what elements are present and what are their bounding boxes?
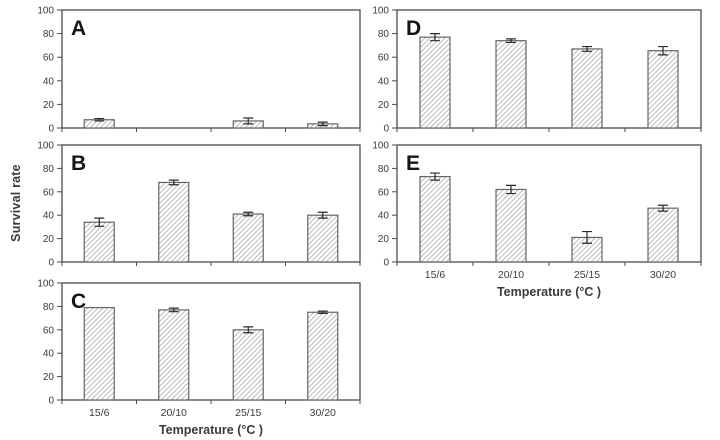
x-tick-label: 20/10 bbox=[498, 269, 524, 281]
bar bbox=[495, 40, 527, 129]
bar bbox=[307, 214, 339, 263]
chart-panel-d: 0 20 40 60 80 100 D bbox=[369, 4, 710, 136]
plot-border bbox=[61, 9, 361, 129]
panel-letter: A bbox=[71, 17, 86, 40]
x-tick-label: 30/20 bbox=[310, 407, 336, 419]
y-tick-label: 80 bbox=[378, 29, 390, 40]
bar bbox=[83, 306, 115, 401]
error-bar bbox=[317, 211, 328, 219]
x-axis-title: Temperature (°C ) bbox=[497, 285, 601, 299]
y-tick-label: 0 bbox=[48, 124, 54, 135]
chart-svg: 0 20 40 60 80 100 B bbox=[37, 141, 361, 269]
y-tick-label: 40 bbox=[378, 76, 390, 87]
bar bbox=[232, 329, 264, 401]
chart-panel-b: 0 20 40 60 80 100 B bbox=[34, 139, 370, 269]
error-bar bbox=[430, 33, 440, 42]
error-bar bbox=[94, 117, 105, 122]
bar bbox=[647, 50, 679, 129]
y-tick-label: 60 bbox=[378, 53, 390, 64]
y-tick-label: 100 bbox=[37, 141, 54, 152]
bar bbox=[647, 207, 679, 263]
bar bbox=[495, 188, 527, 263]
y-tick-label: 80 bbox=[43, 302, 55, 313]
y-tick-label: 20 bbox=[378, 234, 390, 245]
y-tick-label: 40 bbox=[43, 76, 55, 87]
chart-panel-e: 0 20 40 60 80 100 E 15/6 20/10 25/15 30/20 Temperat… bbox=[369, 139, 710, 302]
bar bbox=[419, 175, 451, 263]
panel-letter: D bbox=[406, 17, 421, 40]
chart-svg: 0 20 40 60 80 100 D bbox=[372, 6, 702, 135]
error-bar bbox=[506, 184, 516, 195]
y-tick-label: 100 bbox=[37, 6, 54, 17]
bar bbox=[232, 213, 264, 263]
error-bar bbox=[243, 211, 254, 217]
y-tick-label: 80 bbox=[378, 164, 390, 175]
y-tick-label: 20 bbox=[43, 372, 55, 383]
panel-letter: C bbox=[71, 290, 86, 313]
error-bar bbox=[317, 310, 328, 315]
chart-svg: 0 20 40 60 80 100 C 15/6 20/10 25/15 30/20 Temperat… bbox=[37, 279, 361, 437]
error-bar bbox=[243, 117, 254, 125]
x-tick-label: 30/20 bbox=[650, 269, 676, 281]
y-tick-label: 100 bbox=[372, 6, 389, 17]
error-bar bbox=[582, 45, 592, 52]
y-tick-label: 20 bbox=[43, 234, 55, 245]
bar bbox=[571, 48, 603, 129]
y-tick-label: 100 bbox=[372, 141, 389, 152]
chart-panel-c: 0 20 40 60 80 100 C 15/6 20/10 25/15 30/20 Temperat… bbox=[34, 277, 370, 440]
y-tick-label: 20 bbox=[43, 100, 55, 111]
panel-letter: E bbox=[406, 152, 420, 175]
error-bar bbox=[582, 230, 592, 244]
error-bar bbox=[168, 179, 179, 186]
x-tick-label: 25/15 bbox=[235, 407, 261, 419]
y-tick-label: 80 bbox=[43, 164, 55, 175]
error-bar bbox=[94, 217, 105, 227]
y-tick-label: 60 bbox=[378, 187, 390, 198]
x-tick-label: 25/15 bbox=[574, 269, 600, 281]
bar bbox=[83, 221, 115, 263]
y-tick-label: 60 bbox=[43, 187, 55, 198]
y-tick-label: 100 bbox=[37, 279, 54, 290]
error-bar bbox=[243, 326, 254, 334]
error-bar bbox=[658, 45, 668, 56]
bar bbox=[419, 36, 451, 129]
x-tick-label: 15/6 bbox=[89, 407, 110, 419]
error-bar bbox=[430, 172, 440, 181]
y-axis-label: Survival rate bbox=[9, 164, 23, 242]
error-bar bbox=[317, 121, 328, 127]
bar bbox=[158, 309, 190, 401]
y-tick-label: 40 bbox=[378, 211, 390, 222]
y-tick-label: 0 bbox=[383, 124, 389, 135]
y-tick-label: 0 bbox=[383, 258, 389, 269]
chart-svg: 0 20 40 60 80 100 A bbox=[37, 6, 361, 135]
y-tick-label: 60 bbox=[43, 325, 55, 336]
y-tick-label: 0 bbox=[48, 396, 54, 407]
panel-letter: B bbox=[71, 152, 86, 175]
x-axis-title: Temperature (°C ) bbox=[159, 423, 263, 437]
x-tick-label: 20/10 bbox=[161, 407, 187, 419]
y-tick-label: 40 bbox=[43, 211, 55, 222]
chart-svg: 0 20 40 60 80 100 E 15/6 20/10 25/15 30/20 Temperat… bbox=[372, 141, 702, 299]
bar bbox=[158, 181, 190, 263]
chart-panel-a: 0 20 40 60 80 100 A bbox=[34, 4, 370, 136]
y-tick-label: 80 bbox=[43, 29, 55, 40]
y-tick-label: 0 bbox=[48, 258, 54, 269]
y-tick-label: 40 bbox=[43, 349, 55, 360]
x-tick-label: 15/6 bbox=[425, 269, 446, 281]
error-bar bbox=[658, 204, 668, 212]
error-bar bbox=[506, 38, 516, 44]
error-bar bbox=[168, 307, 179, 313]
y-tick-label: 20 bbox=[378, 100, 390, 111]
bar bbox=[307, 311, 339, 401]
y-tick-label: 60 bbox=[43, 53, 55, 64]
